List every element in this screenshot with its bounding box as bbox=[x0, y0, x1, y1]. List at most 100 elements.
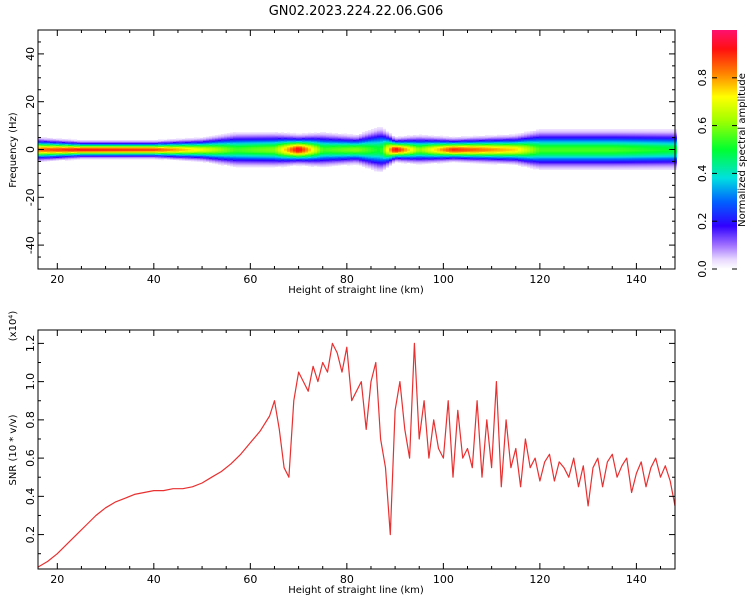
spectrogram-cell bbox=[362, 154, 365, 157]
spectrogram-cell bbox=[176, 155, 179, 157]
spectrogram-cell bbox=[407, 138, 410, 141]
spectrogram-cell bbox=[38, 158, 41, 160]
spectrogram-cell bbox=[179, 142, 182, 144]
spectrogram-cell bbox=[83, 141, 86, 143]
spectrogram-cell bbox=[539, 137, 542, 139]
spectrogram-cell bbox=[353, 141, 356, 144]
spectrogram-cell bbox=[233, 153, 236, 156]
spectrogram-cell bbox=[434, 138, 437, 141]
spectrogram-cell bbox=[242, 139, 245, 142]
spectrogram-cell bbox=[557, 145, 560, 148]
spectrogram-cell bbox=[422, 146, 425, 148]
spectrogram-cell bbox=[335, 149, 338, 152]
spectrogram-cell bbox=[371, 155, 374, 157]
spectrogram-cell bbox=[311, 148, 314, 151]
spectrogram-cell bbox=[161, 149, 164, 151]
spectrogram-cell bbox=[548, 136, 551, 138]
spectrogram-cell bbox=[521, 153, 524, 155]
spectrogram-cell bbox=[377, 130, 380, 133]
spectrogram-cell bbox=[428, 140, 431, 143]
spectrogram-cell bbox=[326, 161, 329, 164]
spectrogram-cell bbox=[239, 138, 242, 140]
spectrogram-cell bbox=[614, 143, 617, 145]
spectrogram-cell bbox=[503, 148, 506, 150]
spectrogram-cell bbox=[305, 145, 308, 147]
spectrogram-cell bbox=[329, 136, 332, 138]
spectrogram-cell bbox=[371, 142, 374, 144]
spectrogram-cell bbox=[602, 151, 605, 154]
spectrogram-cell bbox=[350, 155, 353, 157]
spectrogram-cell bbox=[614, 164, 617, 167]
spectrogram-cell bbox=[323, 133, 326, 135]
spectrogram-cell bbox=[473, 139, 476, 141]
spectrogram-cell bbox=[77, 154, 80, 157]
spectrogram-cell bbox=[278, 161, 281, 163]
spectrogram-cell bbox=[218, 137, 221, 139]
spectrogram-cell bbox=[311, 147, 314, 150]
spectrogram-cell bbox=[89, 146, 92, 148]
spectrogram-cell bbox=[419, 151, 422, 153]
spectrogram-cell bbox=[458, 141, 461, 144]
spectrogram-cell bbox=[359, 159, 362, 161]
spectrogram-cell bbox=[146, 156, 149, 159]
spectrogram-cell bbox=[386, 144, 389, 147]
spectrogram-cell bbox=[416, 158, 419, 160]
spectrogram-cell bbox=[578, 130, 581, 132]
spectrogram-cell bbox=[401, 143, 404, 146]
spectrogram-cell bbox=[350, 141, 353, 143]
spectrogram-cell bbox=[620, 138, 623, 141]
spectrogram-cell bbox=[584, 168, 587, 170]
spectrogram-cell bbox=[524, 135, 527, 137]
spectrogram-cell bbox=[293, 145, 296, 148]
spectrogram-cell bbox=[389, 140, 392, 142]
spectrogram-cell bbox=[599, 157, 602, 160]
spectrogram-cell bbox=[572, 146, 575, 149]
spectrogram-cell bbox=[425, 156, 428, 158]
spectrogram-cell bbox=[53, 146, 56, 148]
spectrogram-cell bbox=[302, 144, 305, 147]
spectrogram-cell bbox=[356, 148, 359, 150]
spectrogram-cell bbox=[245, 161, 248, 163]
spectrogram-cell bbox=[272, 141, 275, 144]
spectrogram-cell bbox=[455, 138, 458, 140]
spectrogram-cell bbox=[131, 146, 134, 148]
spectrogram-cell bbox=[263, 165, 266, 168]
spectrogram-cell bbox=[443, 140, 446, 142]
spectrogram-cell bbox=[143, 154, 146, 156]
spectrogram-cell bbox=[272, 133, 275, 136]
spectrogram-cell bbox=[599, 133, 602, 136]
spectrogram-cell bbox=[611, 136, 614, 138]
spectrogram-cell bbox=[578, 161, 581, 163]
spectrogram-cell bbox=[554, 141, 557, 143]
spectrogram-cell bbox=[482, 148, 485, 150]
spectrogram-cell bbox=[182, 140, 185, 142]
spectrogram-cell bbox=[224, 153, 227, 156]
spectrogram-cell bbox=[608, 162, 611, 165]
spectrogram-cell bbox=[194, 140, 197, 143]
spectrogram-cell bbox=[272, 156, 275, 158]
spectrogram-cell bbox=[230, 158, 233, 161]
spectrogram-cell bbox=[425, 134, 428, 137]
spectrogram-cell bbox=[362, 149, 365, 152]
spectrogram-cell bbox=[305, 146, 308, 149]
spectrogram-cell bbox=[548, 168, 551, 170]
spectrogram-cell bbox=[527, 151, 530, 154]
spectrogram-cell bbox=[335, 158, 338, 160]
spectrogram-cell bbox=[413, 156, 416, 159]
spectrogram-cell bbox=[530, 164, 533, 167]
spectrogram-cell bbox=[341, 163, 344, 166]
spectrogram-cell bbox=[275, 160, 278, 163]
spectrogram-cell bbox=[329, 161, 332, 163]
spectrogram-cell bbox=[386, 165, 389, 167]
spectrogram-cell bbox=[599, 137, 602, 139]
spectrogram-cell bbox=[317, 158, 320, 160]
spectrogram-cell bbox=[428, 148, 431, 151]
spectrogram-cell bbox=[599, 148, 602, 150]
spectrogram-cell bbox=[140, 146, 143, 148]
spectrogram-cell bbox=[443, 156, 446, 159]
spectrogram-cell bbox=[152, 146, 155, 148]
spectrogram-cell bbox=[425, 137, 428, 139]
spectrogram-cell bbox=[368, 165, 371, 168]
spectrogram-cell bbox=[590, 145, 593, 148]
spectrogram-cell bbox=[401, 140, 404, 142]
